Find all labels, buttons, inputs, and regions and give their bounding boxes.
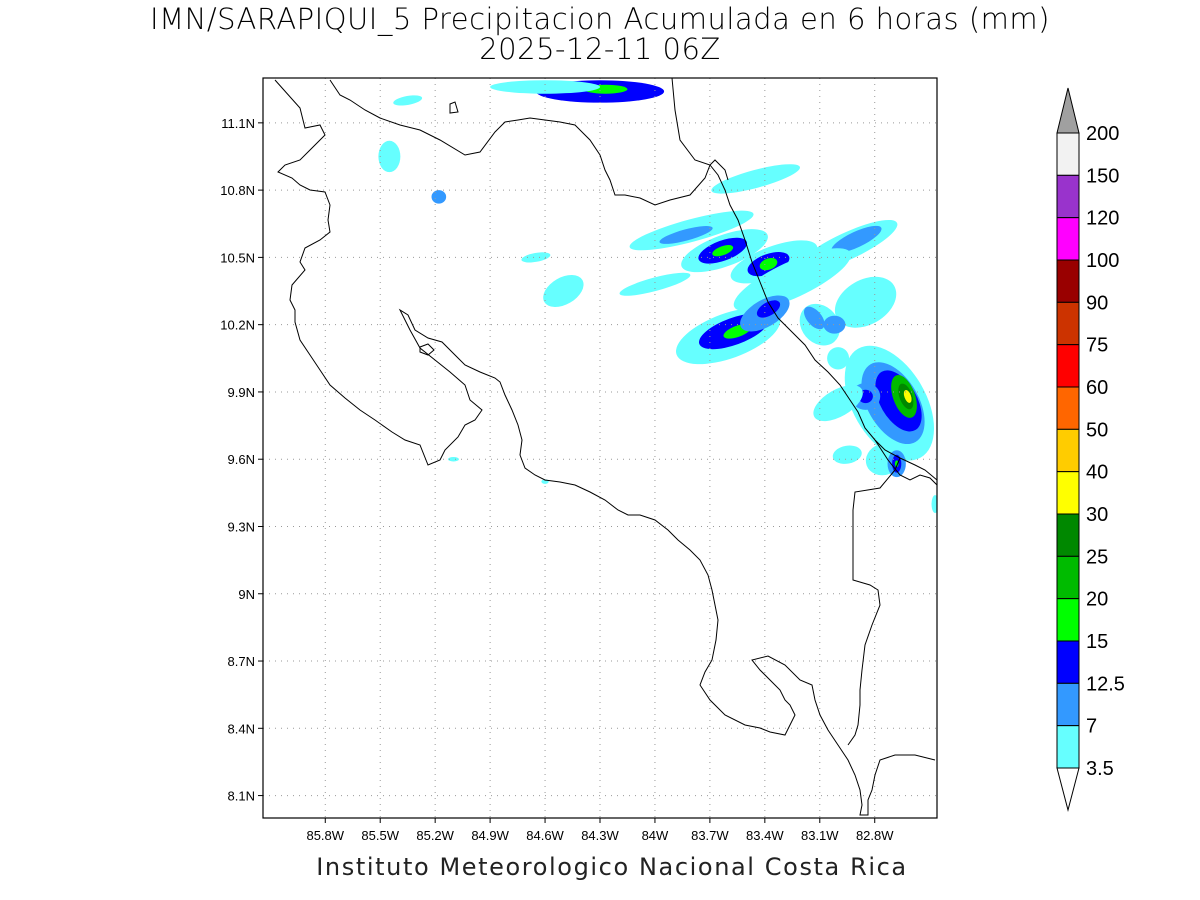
precip-cell xyxy=(803,306,825,330)
legend-top-arrow xyxy=(1056,87,1080,134)
panama-border xyxy=(847,457,901,746)
legend-swatch xyxy=(1056,725,1080,769)
legend-label: 30 xyxy=(1086,504,1108,526)
lon-tick-label: 84W xyxy=(642,828,669,843)
legend-label: 20 xyxy=(1086,589,1108,611)
map-title: IMN/SARAPIQUI_5 Precipitacion Acumulada … xyxy=(150,2,1050,36)
nicoya-island xyxy=(419,343,435,356)
precip-cell xyxy=(733,248,851,312)
precip-cell xyxy=(759,257,778,271)
legend-swatch xyxy=(1056,386,1080,430)
lat-tick-label: 9.3N xyxy=(228,519,255,534)
legend-label: 40 xyxy=(1086,462,1108,484)
precip-cell xyxy=(903,390,912,403)
lon-tick-label: 85.2W xyxy=(416,828,454,843)
precip-cell xyxy=(832,445,862,464)
precip-cell xyxy=(521,252,551,263)
lon-tick-label: 84.3W xyxy=(581,828,619,843)
lon-tick-label: 84.9W xyxy=(471,828,509,843)
lat-tick-label: 9.9N xyxy=(228,385,255,400)
lon-tick-label: 85.5W xyxy=(361,828,399,843)
precip-cell xyxy=(712,245,734,257)
lat-tick-label: 11.1N xyxy=(221,116,255,131)
legend-label: 12.5 xyxy=(1086,673,1125,695)
legend-swatch xyxy=(1056,598,1080,642)
precip-cell xyxy=(931,495,937,514)
lat-tick-label: 9.6N xyxy=(228,452,255,467)
plot-frame xyxy=(262,77,938,819)
legend-swatch xyxy=(1056,428,1080,473)
lat-tick-label: 10.2N xyxy=(220,318,255,333)
legend-swatch xyxy=(1056,471,1080,515)
lon-tick-label: 82.8W xyxy=(856,828,894,843)
lon-tick-label: 85.8W xyxy=(306,828,344,843)
map-datetime: 2025-12-11 06Z xyxy=(479,32,721,66)
legend-swatch xyxy=(1056,132,1080,176)
precipitation-field xyxy=(378,80,937,514)
small-island xyxy=(449,101,459,114)
precip-cell xyxy=(490,80,600,94)
legend-label: 60 xyxy=(1086,377,1108,399)
legend-label: 150 xyxy=(1086,165,1119,187)
caribbean-coast xyxy=(671,78,937,481)
colorbar-legend: 200 150 120 100 90 75 60 50 40 30 25 20 15 12.5 7 3.5 xyxy=(1056,87,1125,812)
precip-cell xyxy=(834,276,897,328)
precip-cell xyxy=(827,347,850,370)
lon-tick-label: 83.4W xyxy=(746,828,784,843)
precip-cell xyxy=(378,140,401,173)
lat-tick-label: 10.8N xyxy=(220,183,255,198)
legend-label: 120 xyxy=(1086,208,1119,230)
legend-swatch xyxy=(1056,513,1080,557)
legend-label: 200 xyxy=(1086,123,1119,145)
legend-label: 15 xyxy=(1086,631,1108,653)
legend-swatch xyxy=(1056,555,1080,600)
caribbean-coast-south xyxy=(874,439,937,486)
axis-ticks: 11.1N 10.8N 10.5N 10.2N 9.9N 9.6N 9.3N 9N 8.7N 8.… xyxy=(220,116,894,843)
legend-swatch xyxy=(1056,682,1080,727)
lat-tick-label: 10.5N xyxy=(220,250,255,265)
precip-cell xyxy=(823,315,846,334)
legend-swatch xyxy=(1056,217,1080,261)
lon-tick-label: 83.7W xyxy=(691,828,729,843)
lat-tick-label: 8.4N xyxy=(228,721,255,736)
precip-cell xyxy=(813,385,863,422)
legend-label: 50 xyxy=(1086,419,1108,441)
precip-cell xyxy=(543,275,584,308)
precip-cell xyxy=(711,164,800,194)
legend-swatch xyxy=(1056,259,1080,303)
legend-swatch xyxy=(1056,301,1080,346)
precip-cell xyxy=(447,456,459,462)
precip-cell xyxy=(619,272,691,296)
northern-border xyxy=(329,79,729,206)
legend-label: 25 xyxy=(1086,546,1108,568)
legend-swatch xyxy=(1056,174,1080,219)
legend-label: 3.5 xyxy=(1086,758,1114,780)
legend-bottom-arrow xyxy=(1056,767,1080,812)
precip-cell xyxy=(431,190,447,204)
nicaragua-lake-shore xyxy=(274,79,936,816)
legend-swatch xyxy=(1056,344,1080,388)
precip-cell xyxy=(659,226,713,244)
coastline-borders xyxy=(274,78,937,816)
precip-cell xyxy=(894,460,899,468)
lat-tick-label: 8.1N xyxy=(228,789,255,804)
legend-label: 7 xyxy=(1086,716,1097,738)
graticule xyxy=(263,78,937,818)
legend-label: 75 xyxy=(1086,335,1108,357)
precip-cell xyxy=(831,225,882,254)
legend-swatch xyxy=(1056,640,1080,684)
lon-tick-label: 84.6W xyxy=(526,828,564,843)
lon-tick-label: 83.1W xyxy=(801,828,839,843)
legend-label: 100 xyxy=(1086,250,1119,272)
footer-credit: Instituto Meteorologico Nacional Costa R… xyxy=(316,853,908,881)
precip-cell xyxy=(756,300,781,318)
lat-tick-label: 9N xyxy=(238,587,255,602)
precip-cell xyxy=(393,95,423,106)
legend-label: 90 xyxy=(1086,292,1108,314)
lat-tick-label: 8.7N xyxy=(228,654,255,669)
